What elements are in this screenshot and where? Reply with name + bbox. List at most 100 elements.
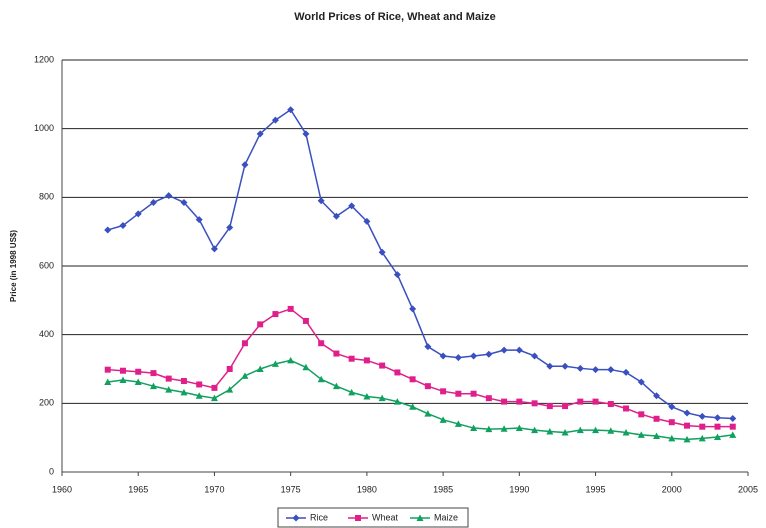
point — [119, 221, 127, 229]
point — [607, 427, 615, 434]
point — [653, 392, 661, 400]
point — [210, 394, 218, 402]
point — [363, 217, 371, 225]
point — [165, 375, 172, 382]
point — [302, 130, 310, 138]
point — [500, 346, 508, 354]
point — [424, 383, 431, 390]
point — [104, 366, 111, 373]
x-tick-label: 2000 — [662, 484, 682, 494]
point — [729, 431, 737, 438]
point — [378, 394, 386, 402]
point — [256, 365, 264, 372]
point — [226, 224, 234, 232]
point — [302, 317, 309, 324]
point — [531, 400, 538, 407]
point — [561, 429, 569, 436]
y-tick-label: 200 — [39, 398, 54, 408]
point — [424, 343, 432, 351]
point — [577, 398, 584, 405]
point — [699, 423, 706, 430]
point — [607, 366, 615, 374]
point — [562, 403, 569, 410]
point — [256, 130, 264, 138]
point — [119, 376, 127, 383]
point — [729, 423, 736, 430]
x-tick-label: 1985 — [433, 484, 453, 494]
point — [302, 363, 310, 371]
point — [576, 426, 584, 434]
point — [226, 386, 234, 393]
point — [317, 197, 325, 205]
x-tick-label: 1990 — [509, 484, 529, 494]
point — [210, 245, 218, 253]
point — [104, 378, 112, 386]
point — [134, 210, 142, 218]
point — [416, 514, 424, 521]
point — [668, 419, 675, 426]
point — [393, 271, 401, 279]
point — [439, 416, 447, 423]
point — [653, 432, 661, 439]
point — [180, 388, 188, 396]
point — [683, 409, 691, 417]
point — [546, 403, 553, 410]
point — [241, 340, 248, 347]
point — [149, 382, 157, 390]
point — [348, 388, 356, 396]
point — [500, 425, 508, 432]
point — [592, 398, 599, 405]
line — [107, 109, 733, 420]
point — [668, 403, 676, 411]
point — [470, 352, 478, 360]
point — [287, 356, 295, 364]
point — [378, 248, 386, 256]
point — [287, 106, 295, 114]
point — [180, 198, 188, 206]
point — [333, 350, 340, 357]
y-tick-label: 1200 — [34, 54, 54, 64]
x-tick-label: 1965 — [128, 484, 148, 494]
y-tick-label: 800 — [39, 192, 54, 202]
point — [592, 366, 600, 374]
chart-title: World Prices of Rice, Wheat and Maize — [294, 11, 496, 23]
point — [134, 378, 142, 386]
point — [607, 401, 614, 408]
y-tick-label: 600 — [39, 260, 54, 270]
point — [355, 515, 361, 521]
point — [561, 362, 569, 370]
point — [409, 403, 417, 410]
point — [622, 429, 630, 436]
point — [515, 424, 523, 432]
point — [196, 381, 203, 388]
point — [195, 392, 203, 399]
point — [241, 161, 249, 169]
x-tick-label: 1980 — [357, 484, 377, 494]
point — [180, 378, 187, 385]
point — [516, 398, 523, 405]
legend-label: Wheat — [372, 512, 399, 522]
point — [485, 395, 492, 402]
point — [622, 368, 630, 376]
point — [332, 212, 340, 220]
point — [104, 226, 112, 234]
point — [698, 412, 706, 420]
point — [729, 414, 737, 422]
y-tick-label: 400 — [39, 329, 54, 339]
point — [363, 357, 370, 364]
point — [394, 369, 401, 376]
legend-label: Maize — [434, 512, 458, 522]
legend-label: Rice — [310, 512, 328, 522]
point — [332, 382, 340, 390]
point — [592, 426, 600, 434]
point — [454, 420, 462, 427]
point — [257, 321, 264, 328]
point — [485, 425, 493, 433]
legend-box — [277, 507, 469, 528]
point — [119, 367, 126, 374]
point — [623, 405, 630, 412]
point — [531, 426, 539, 434]
point — [409, 376, 416, 383]
point — [531, 352, 539, 360]
